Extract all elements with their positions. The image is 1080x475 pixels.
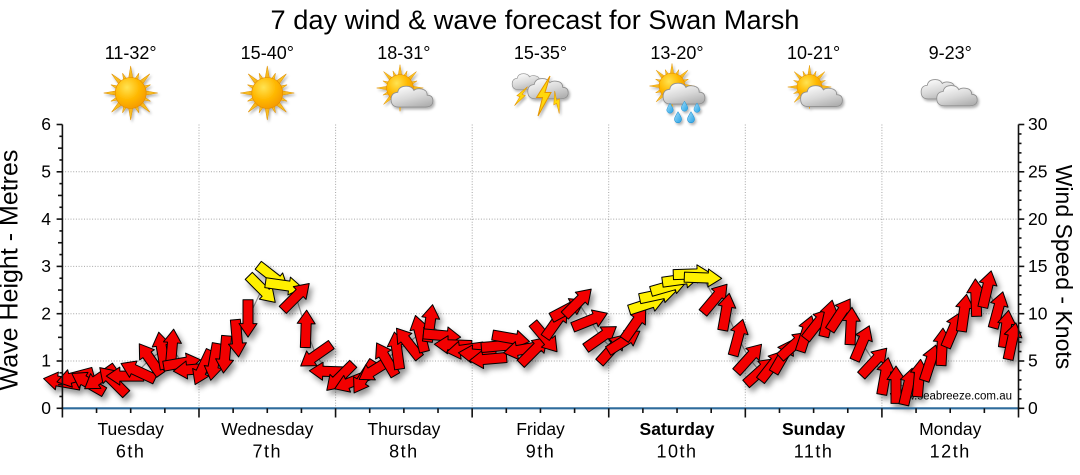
svg-text:15-35°: 15-35° — [514, 43, 567, 63]
svg-text:Thursday: Thursday — [367, 419, 440, 439]
svg-text:5: 5 — [1028, 351, 1038, 371]
svg-text:12th: 12th — [930, 442, 971, 462]
svg-text:4: 4 — [41, 209, 51, 229]
svg-text:Friday: Friday — [516, 419, 565, 439]
svg-text:Tuesday: Tuesday — [97, 419, 164, 439]
svg-text:25: 25 — [1028, 162, 1047, 182]
svg-text:20: 20 — [1028, 209, 1048, 229]
svg-text:5: 5 — [41, 162, 51, 182]
svg-text:1: 1 — [41, 351, 51, 371]
svg-text:10th: 10th — [656, 442, 697, 462]
svg-text:30: 30 — [1028, 114, 1048, 134]
svg-text:11-32°: 11-32° — [105, 43, 157, 63]
svg-text:9-23°: 9-23° — [929, 43, 972, 63]
svg-text:2: 2 — [41, 303, 51, 323]
svg-text:0: 0 — [1028, 398, 1038, 418]
svg-text:15-40°: 15-40° — [241, 43, 294, 63]
svg-text:0: 0 — [41, 398, 51, 418]
svg-text:Wind Speed - Knots: Wind Speed - Knots — [1051, 165, 1077, 370]
svg-text:3: 3 — [41, 256, 51, 276]
svg-text:6: 6 — [41, 114, 51, 134]
svg-text:Wave Height - Metres: Wave Height - Metres — [0, 150, 24, 391]
svg-text:Sunday: Sunday — [782, 419, 845, 439]
svg-text:15: 15 — [1028, 256, 1047, 276]
svg-text:10-21°: 10-21° — [787, 43, 840, 63]
svg-text:7 day wind & wave forecast for: 7 day wind & wave forecast for Swan Mars… — [271, 4, 800, 35]
svg-text:13-20°: 13-20° — [650, 43, 703, 63]
svg-text:8th: 8th — [389, 442, 419, 462]
svg-text:Saturday: Saturday — [640, 419, 715, 439]
svg-text:Monday: Monday — [919, 419, 982, 439]
svg-text:7th: 7th — [253, 442, 283, 462]
svg-text:9th: 9th — [526, 442, 556, 462]
svg-text:6th: 6th — [116, 442, 146, 462]
svg-text:11th: 11th — [794, 442, 834, 462]
svg-text:10: 10 — [1028, 303, 1048, 323]
svg-text:18-31°: 18-31° — [377, 43, 430, 63]
svg-text:Wednesday: Wednesday — [221, 419, 313, 439]
